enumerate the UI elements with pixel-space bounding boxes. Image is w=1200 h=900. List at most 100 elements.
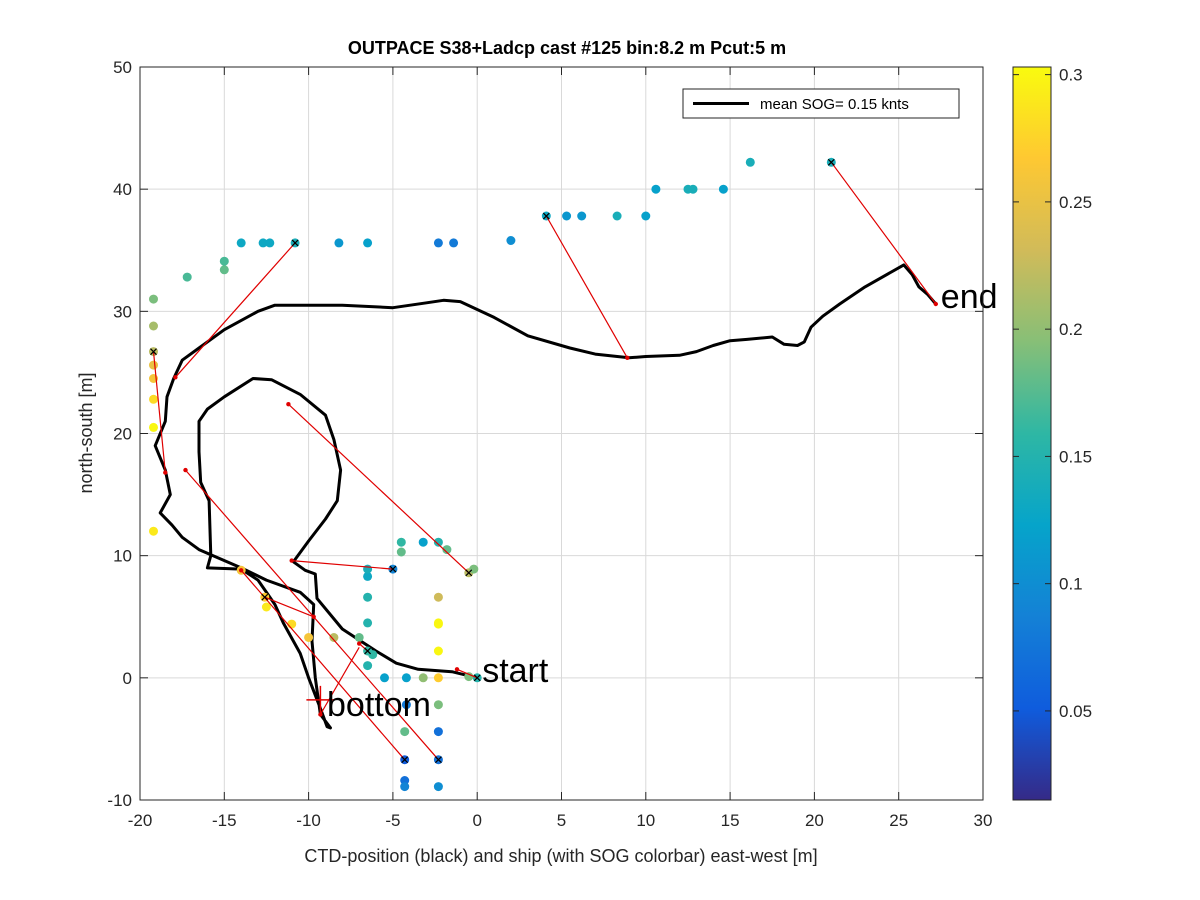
x-tick-label: 20 bbox=[805, 811, 824, 830]
ship-marker bbox=[465, 569, 473, 577]
x-tick-label: -10 bbox=[296, 811, 321, 830]
ship-position-point bbox=[442, 545, 452, 555]
ship-position-point bbox=[265, 238, 275, 248]
ship-position-point bbox=[612, 211, 622, 221]
ship-position-point bbox=[464, 672, 474, 682]
bottom-marker bbox=[306, 685, 335, 714]
y-axis-title: north-south [m] bbox=[76, 372, 96, 493]
ship-position-point bbox=[149, 360, 158, 370]
ship-position-point bbox=[149, 422, 158, 432]
ctd-link-marker bbox=[239, 568, 244, 573]
ctd-ship-link bbox=[174, 242, 296, 378]
colorbar-tick-label: 0.05 bbox=[1059, 702, 1092, 721]
ctd-link-marker bbox=[318, 712, 323, 717]
ship-position-point bbox=[449, 238, 459, 248]
ctd-ship-link bbox=[291, 560, 393, 570]
ship-position-point bbox=[718, 184, 728, 194]
ctd-ship-link bbox=[240, 569, 406, 761]
ship-position-point bbox=[368, 650, 378, 660]
ship-position-point bbox=[236, 238, 246, 248]
annotation-start: start bbox=[482, 652, 549, 690]
ship-position-point bbox=[401, 673, 411, 683]
ctd-track-layer bbox=[153, 263, 937, 730]
y-tick-label: 0 bbox=[123, 669, 132, 688]
ship-position-point bbox=[433, 537, 443, 547]
y-tick-label: 40 bbox=[113, 180, 132, 199]
ship-position-point bbox=[433, 727, 443, 737]
ship-position-point bbox=[433, 592, 443, 602]
ship-marker bbox=[473, 674, 481, 682]
legend: mean SOG= 0.15 knts bbox=[682, 88, 960, 119]
link-layer bbox=[152, 161, 938, 761]
ship-position-point bbox=[433, 673, 443, 683]
ship-position-point bbox=[433, 700, 443, 710]
ctd-link-marker bbox=[286, 402, 291, 407]
x-tick-label: 10 bbox=[636, 811, 655, 830]
ctd-link-marker bbox=[183, 467, 188, 473]
ship-position-point bbox=[261, 602, 271, 612]
ship-position-point bbox=[363, 571, 373, 581]
ctd-link-marker bbox=[625, 355, 630, 360]
grid bbox=[140, 67, 983, 800]
y-tick-label: 20 bbox=[113, 425, 132, 444]
x-tick-label: 5 bbox=[557, 811, 566, 830]
colorbar-tick-label: 0.25 bbox=[1059, 193, 1092, 212]
y-tick-label: 30 bbox=[113, 302, 132, 321]
ship-position-point bbox=[149, 294, 158, 304]
ctd-link-marker bbox=[933, 301, 938, 307]
x-tick-label: 30 bbox=[974, 811, 993, 830]
ship-position-point bbox=[433, 238, 443, 248]
ship-position-point bbox=[396, 537, 406, 547]
ctd-link-marker bbox=[357, 641, 362, 646]
ship-position-point bbox=[577, 211, 587, 221]
ship-position-point bbox=[182, 272, 192, 282]
ship-position-point bbox=[469, 564, 479, 574]
ship-position-point bbox=[562, 211, 572, 221]
ship-position-point bbox=[304, 633, 314, 642]
x-axis-title: CTD-position (black) and ship (with SOG … bbox=[304, 846, 817, 866]
ship-marker bbox=[389, 565, 397, 573]
ctd-link-marker bbox=[173, 375, 178, 380]
x-tick-label: -20 bbox=[128, 811, 153, 830]
x-tick-label: 0 bbox=[472, 811, 481, 830]
ship-position-point bbox=[149, 526, 158, 536]
ctd-ship-link bbox=[264, 596, 314, 618]
ship-position-point bbox=[334, 238, 344, 248]
ship-position-point bbox=[363, 238, 373, 248]
chart-title: OUTPACE S38+Ladcp cast #125 bin:8.2 m Pc… bbox=[348, 38, 786, 58]
ship-position-point bbox=[363, 564, 373, 574]
ship-position-point bbox=[400, 782, 410, 792]
ctd-link-marker bbox=[454, 667, 460, 672]
ctd-link-marker bbox=[289, 558, 294, 563]
ship-marker bbox=[542, 212, 550, 220]
ship-position-point bbox=[401, 700, 411, 710]
ship-marker bbox=[261, 593, 269, 601]
ship-position-point bbox=[400, 727, 410, 737]
ctd-ship-link bbox=[287, 403, 470, 574]
colorbar-tick-label: 0.15 bbox=[1059, 447, 1092, 466]
ctd-ship-link bbox=[319, 646, 360, 715]
ship-position-point bbox=[688, 184, 698, 194]
ship-position-point bbox=[396, 547, 406, 557]
ship-marker bbox=[364, 647, 372, 655]
ship-position-point bbox=[433, 619, 443, 629]
colorbar-ticks: 0.05 0.1 0.15 0.2 0.25 0.3 bbox=[1013, 66, 1092, 721]
annotation-bottom: bottom bbox=[327, 686, 431, 724]
ship-marker bbox=[291, 239, 299, 247]
x-tick-label: -5 bbox=[385, 811, 400, 830]
ship-position-point bbox=[258, 238, 268, 248]
axis-ticks: -20 -15 -10 -5 0 5 10 15 20 25 30 -10 0 10 20 30 40 50 bbox=[107, 58, 992, 830]
ctd-ship-link bbox=[456, 668, 478, 679]
ctd-ship-link bbox=[152, 351, 166, 473]
ctd-ship-link bbox=[185, 469, 439, 761]
ship-position-point bbox=[149, 321, 158, 331]
ship-position-point bbox=[354, 633, 364, 642]
ship-position-point bbox=[433, 646, 443, 656]
annotation-end: end bbox=[941, 278, 998, 316]
ship-position-point bbox=[363, 618, 373, 628]
y-tick-label: 50 bbox=[113, 58, 132, 77]
ship-position-point bbox=[641, 211, 651, 221]
ship-marker bbox=[434, 756, 442, 764]
x-tick-label: -15 bbox=[212, 811, 237, 830]
